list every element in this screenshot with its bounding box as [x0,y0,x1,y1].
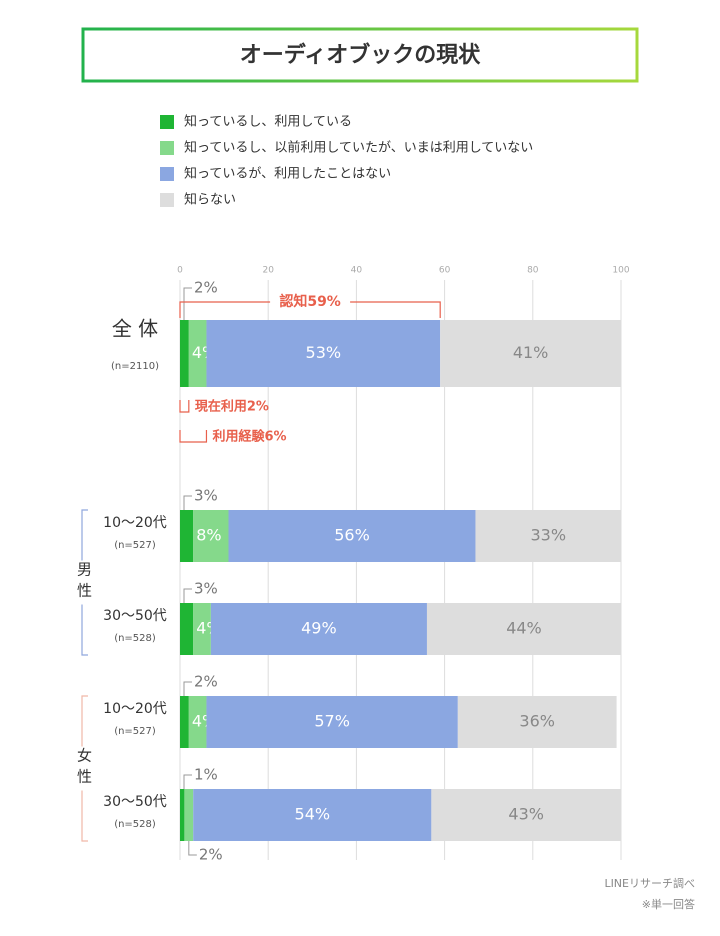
value-label: 8% [196,526,221,545]
sample-size: (n=528) [114,819,156,830]
label-leader [183,287,192,320]
value-label: 53% [306,343,342,362]
annotation: 利用経験6% [212,429,286,445]
bar-segment [184,789,194,841]
sample-size: (n=2110) [111,361,159,372]
bar-segment [228,510,476,562]
label-leader [188,841,197,856]
value-label: 3% [194,487,218,505]
bar-segment [457,696,617,748]
value-label: 43% [508,805,544,824]
legend-label: 知らない [184,192,236,208]
annotation-bg [270,292,351,312]
bar-segment [431,789,621,841]
value-label: 3% [194,580,218,598]
bar-segment [180,696,189,748]
bar-segment [193,789,432,841]
category-label: 全 体 [112,317,158,341]
bar-segment [206,696,458,748]
value-label: 2% [194,279,218,297]
group-label: 女性 [75,747,93,790]
value-label: 49% [301,619,337,638]
bar-segment [188,320,207,387]
label-leader [183,495,192,510]
annotation-bracket [179,400,190,413]
value-label: 1% [194,766,218,784]
category-label: 10〜20代 [103,515,167,531]
source: LINEリサーチ調べ [604,876,695,890]
label-leader [183,588,192,603]
value-label: 54% [295,805,331,824]
legend-swatch [160,115,174,129]
sample-size: (n=527) [114,540,156,551]
bar-segment [180,603,194,655]
bar-segment [180,320,189,387]
label-leader [183,681,192,696]
legend-label: 知っているし、以前利用していたが、いまは利用していない [184,140,533,156]
bar-segment [193,510,229,562]
source-note: ※単一回答 [642,897,695,911]
category-label: 30〜50代 [103,608,167,624]
x-tick-label: 40 [351,266,363,276]
annotation: 認知59% [279,293,341,310]
value-label: 57% [314,712,350,731]
category-label: 30〜50代 [103,794,167,810]
label-leader [183,774,192,789]
bar-segment [440,320,621,387]
group-label: 男性 [75,562,93,604]
sample-size: (n=527) [114,726,156,737]
bar-segment [210,603,427,655]
annotation-bracket [179,430,208,443]
bar-segment [426,603,621,655]
legend-swatch [160,193,174,207]
value-label: 2% [194,673,218,691]
group-label-bg [72,560,94,605]
legend-label: 知っているし、利用している [184,114,352,130]
group-label-bg [72,746,94,791]
value-label: 41% [513,343,549,362]
value-label: 2% [199,846,223,864]
bar-segment [475,510,621,562]
value-label: 33% [530,526,566,545]
chart-title: オーディオブックの現状 [240,42,481,68]
x-tick-label: 60 [439,266,451,276]
bar-segment [188,696,207,748]
bar-segment [206,320,441,387]
x-tick-label: 80 [527,266,539,276]
legend-swatch [160,167,174,181]
category-label: 10〜20代 [103,701,167,717]
x-tick-label: 20 [262,266,274,276]
value-label: 36% [519,712,555,731]
value-label: 44% [506,619,542,638]
annotation: 現在利用2% [195,399,269,415]
legend-label: 知っているが、利用したことはない [184,166,391,182]
sample-size: (n=528) [114,633,156,644]
bar-segment [180,510,194,562]
title-box [81,27,639,83]
x-tick-label: 0 [177,266,183,276]
x-tick-label: 100 [612,266,629,276]
bar-segment [180,789,185,841]
value-label: 56% [334,526,370,545]
legend-swatch [160,141,174,155]
bar-segment [193,603,211,655]
